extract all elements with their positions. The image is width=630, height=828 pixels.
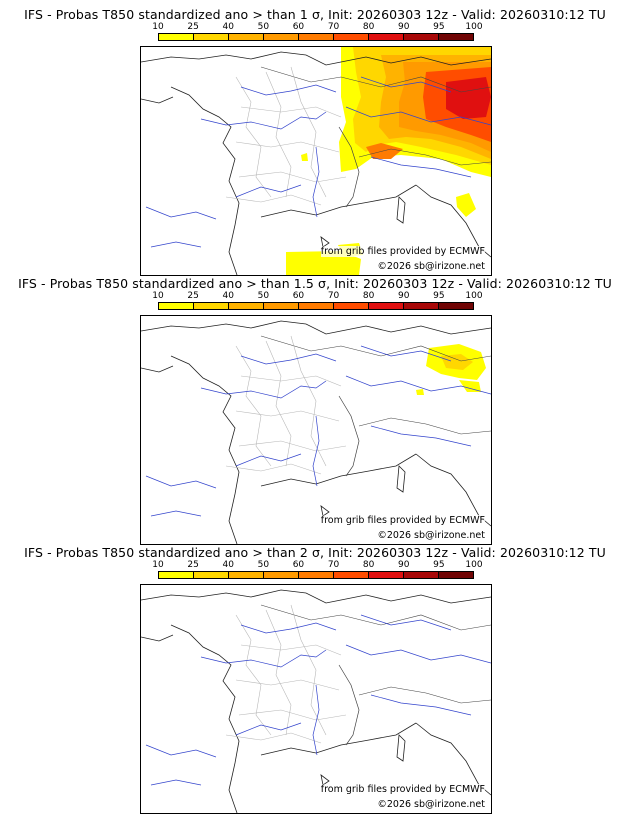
colorscale-tick-label: 40	[222, 560, 234, 570]
colorscale-labels: 10 25 40 50 60 70 80 90 95 100	[150, 560, 490, 570]
colorscale-swatch	[334, 34, 369, 40]
colorscale-tick-label: 80	[362, 22, 375, 32]
probability-map: from grib files provided by ECMWF ©2026 …	[140, 46, 492, 276]
colorscale-swatch	[159, 34, 194, 40]
colorscale-swatch	[439, 303, 473, 309]
colorscale-swatch	[264, 34, 299, 40]
colorscale-tick-label: 60	[292, 560, 305, 570]
colorscale-tick-label: 60	[292, 291, 305, 301]
regional-boundaries	[225, 66, 347, 206]
colorscale-tick-label: 10	[152, 22, 164, 32]
colorscale-tick-label: 50	[257, 560, 270, 570]
colorscale-swatch	[439, 34, 473, 40]
colorscale-tick-label: 70	[327, 560, 340, 570]
colorscale-swatch	[264, 572, 299, 578]
data-source-credit: from grib files provided by ECMWF	[320, 246, 485, 257]
colorscale-labels: 10 25 40 50 60 70 80 90 95 100	[150, 22, 490, 32]
map-canvas	[141, 47, 491, 275]
probability-field	[286, 47, 491, 275]
colorscale-tick-label: 60	[292, 22, 305, 32]
colorscale-tick-label: 25	[187, 22, 199, 32]
colorscale-tick-label: 10	[152, 291, 164, 301]
probability-map: from grib files provided by ECMWF ©2026 …	[140, 315, 492, 545]
colorscale-swatch	[404, 303, 439, 309]
colorscale-tick-label: 25	[187, 291, 199, 301]
colorscale-bar	[158, 33, 474, 41]
colorscale-swatch	[229, 34, 264, 40]
rivers	[145, 614, 491, 786]
panel-2-sigma: IFS - Probas T850 standardized ano > tha…	[0, 546, 630, 816]
colorscale-tick-label: 90	[398, 560, 410, 570]
data-source-credit: from grib files provided by ECMWF	[320, 784, 485, 795]
colorscale-tick-label: 25	[187, 560, 199, 570]
colorscale-swatch	[194, 572, 229, 578]
regional-boundaries	[225, 604, 347, 744]
probability-field	[416, 344, 486, 395]
colorscale-tick-label: 50	[257, 22, 270, 32]
map-title: IFS - Probas T850 standardized ano > tha…	[18, 276, 612, 291]
colorscale-swatch	[299, 572, 334, 578]
probability-map: from grib files provided by ECMWF ©2026 …	[140, 584, 492, 814]
colorscale-swatch	[229, 303, 264, 309]
colorscale-swatch	[194, 303, 229, 309]
rivers	[145, 76, 491, 248]
colorscale-tick-label: 100	[465, 560, 483, 570]
colorscale-swatch	[369, 303, 404, 309]
colorscale-tick-label: 40	[222, 22, 234, 32]
colorscale-tick-label: 10	[152, 560, 164, 570]
colorscale-tick-label: 70	[327, 291, 340, 301]
regional-boundaries	[225, 335, 347, 475]
copyright-credit: ©2026 sb@irizone.net	[377, 261, 485, 272]
colorscale-bar	[158, 571, 474, 579]
copyright-credit: ©2026 sb@irizone.net	[377, 530, 485, 541]
colorscale-swatch	[299, 34, 334, 40]
colorscale-tick-label: 95	[433, 22, 445, 32]
coastlines-and-borders	[141, 589, 491, 813]
colorscale-swatch	[159, 303, 194, 309]
map-canvas	[141, 320, 491, 544]
colorscale-swatch	[439, 572, 473, 578]
colorscale-swatch	[369, 572, 404, 578]
colorscale-tick-label: 50	[257, 291, 270, 301]
colorscale-swatch	[229, 572, 264, 578]
panel-1-5-sigma: IFS - Probas T850 standardized ano > tha…	[0, 277, 630, 547]
colorscale-tick-label: 95	[433, 560, 445, 570]
colorscale-swatch	[404, 572, 439, 578]
colorscale-swatch	[299, 303, 334, 309]
colorscale-tick-label: 80	[362, 291, 375, 301]
map-canvas	[141, 589, 491, 813]
colorscale-swatch	[194, 34, 229, 40]
colorscale-bar	[158, 302, 474, 310]
map-title: IFS - Probas T850 standardized ano > tha…	[24, 7, 606, 22]
data-source-credit: from grib files provided by ECMWF	[320, 515, 485, 526]
colorscale-swatch	[369, 34, 404, 40]
colorscale-tick-label: 40	[222, 291, 234, 301]
colorscale-tick-label: 100	[465, 291, 483, 301]
colorscale-tick-label: 95	[433, 291, 445, 301]
map-title: IFS - Probas T850 standardized ano > tha…	[24, 545, 606, 560]
colorscale-tick-label: 70	[327, 22, 340, 32]
rivers	[145, 345, 491, 517]
colorscale-swatch	[334, 572, 369, 578]
colorscale-tick-label: 90	[398, 22, 410, 32]
colorscale-swatch	[334, 303, 369, 309]
copyright-credit: ©2026 sb@irizone.net	[377, 799, 485, 810]
colorscale-swatch	[404, 34, 439, 40]
colorscale-swatch	[159, 572, 194, 578]
colorscale-labels: 10 25 40 50 60 70 80 90 95 100	[150, 291, 490, 301]
colorscale-swatch	[264, 303, 299, 309]
colorscale-tick-label: 80	[362, 560, 375, 570]
panel-1-sigma: IFS - Probas T850 standardized ano > tha…	[0, 8, 630, 278]
colorscale-tick-label: 100	[465, 22, 483, 32]
colorscale-tick-label: 90	[398, 291, 410, 301]
